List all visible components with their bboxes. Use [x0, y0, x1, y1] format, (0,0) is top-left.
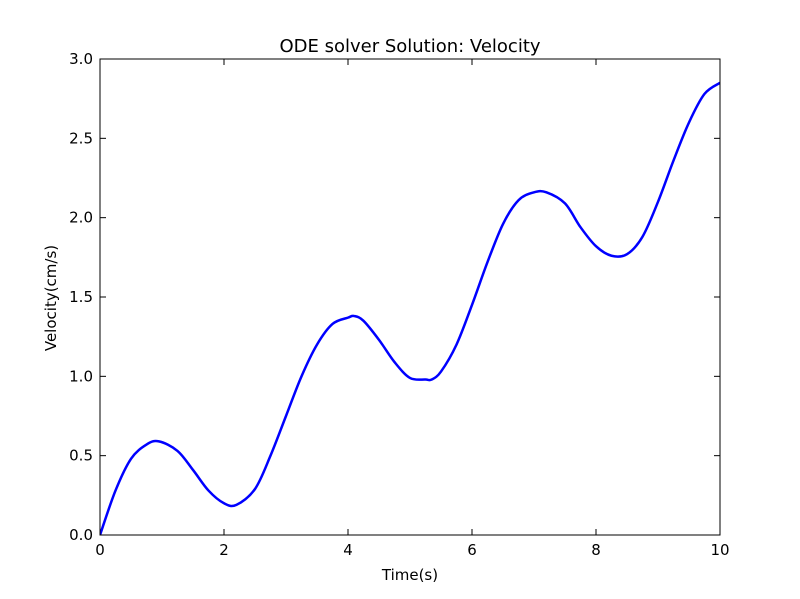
x-tick-label: 10	[710, 541, 729, 559]
x-tick-label: 6	[467, 541, 477, 559]
y-tick-label: 0.5	[69, 447, 93, 465]
y-tick-label: 0.0	[69, 526, 93, 544]
x-axis-label: Time(s)	[381, 566, 438, 584]
x-tick-label: 4	[343, 541, 353, 559]
y-tick-label: 2.0	[69, 209, 93, 227]
y-axis-label: Velocity(cm/s)	[42, 245, 60, 351]
y-tick-label: 1.0	[69, 367, 93, 385]
series-line-0	[100, 81, 720, 535]
x-tick-label: 2	[219, 541, 229, 559]
y-tick-label: 2.5	[69, 129, 93, 147]
x-tick-label: 0	[95, 541, 105, 559]
axes-frame	[99, 58, 721, 536]
plot-area: 0 2 4 6 8 10 0.0 0.5 1.0 1.5 2.0 2.5 3.0	[69, 50, 729, 559]
chart-title: ODE solver Solution: Velocity	[279, 36, 540, 57]
y-tick-label: 1.5	[69, 288, 93, 306]
x-tick-label: 8	[591, 541, 601, 559]
y-tick-label: 3.0	[69, 50, 93, 68]
